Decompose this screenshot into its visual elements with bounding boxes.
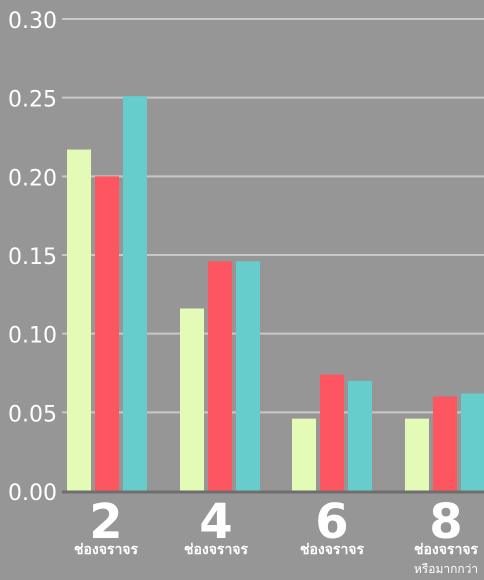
category-label: ช่องจราจร (300, 542, 365, 558)
category-label: ช่องจราจร (414, 542, 479, 558)
y-tick-label: 0.30 (8, 9, 57, 34)
category-label: ช่องจราจร (74, 542, 139, 558)
bar (405, 418, 429, 491)
bar (123, 96, 147, 492)
bar (180, 308, 204, 491)
bars-layer (67, 96, 484, 492)
bar (461, 393, 484, 491)
y-tick-label: 0.10 (8, 324, 57, 349)
bar (67, 149, 91, 491)
y-tick-label: 0.00 (8, 481, 57, 506)
category-number: 2 (89, 494, 122, 550)
bar (292, 418, 316, 491)
category-sublabel: หรือมากกว่า (414, 562, 478, 576)
bar (236, 261, 260, 491)
bar (348, 380, 372, 491)
category-number: 4 (199, 494, 232, 550)
y-tick-label: 0.20 (8, 166, 57, 191)
y-tick-label: 0.15 (8, 245, 57, 270)
category-label: ช่องจราจร (184, 542, 249, 558)
bar (208, 261, 232, 491)
bar (320, 374, 344, 491)
y-tick-label: 0.05 (8, 402, 57, 427)
labels-layer: 2ช่องจราจร 4ช่องจราจร 6ช่องจราจร 8ช่องจราจร… (74, 494, 479, 576)
category-number: 6 (315, 494, 348, 550)
bar (433, 396, 457, 491)
y-tick-label: 0.25 (8, 88, 57, 113)
bar (95, 176, 119, 492)
category-number: 8 (429, 494, 462, 550)
